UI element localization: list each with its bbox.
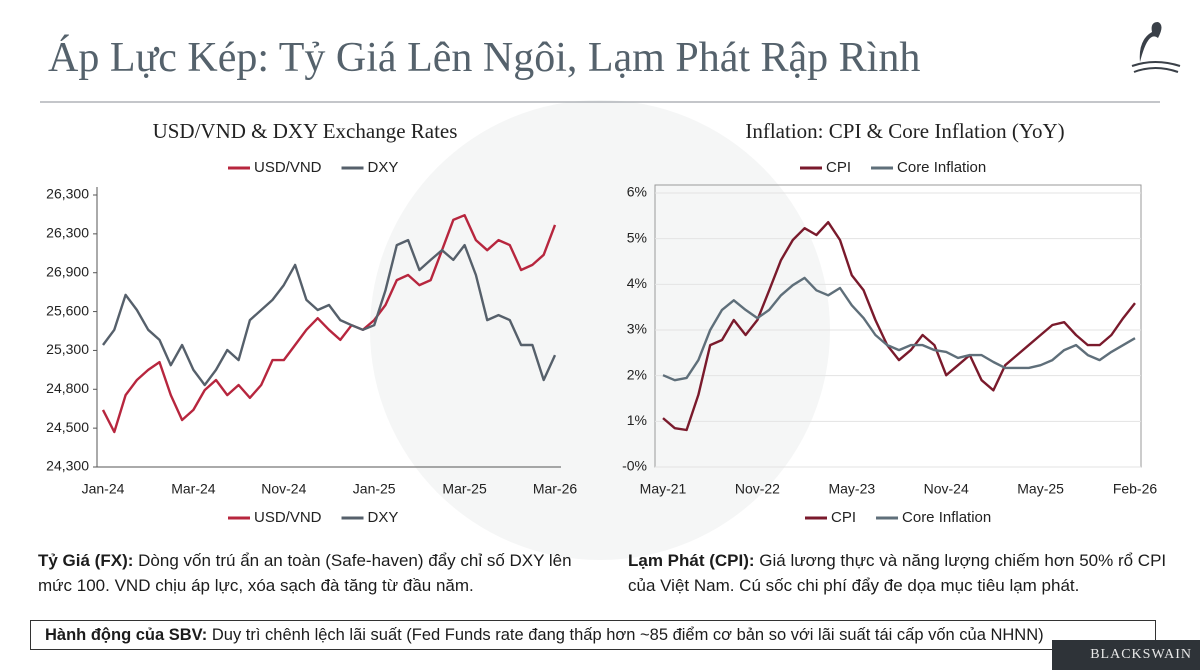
legend-label: USD/VND: [254, 159, 322, 176]
y-tick-label: 24,500: [46, 419, 89, 435]
x-tick-label: Nov-24: [924, 481, 969, 497]
chart-title: Inflation: CPI & Core Inflation (YoY): [745, 119, 1064, 143]
note: Tỷ Giá (FX): Dòng vốn trú ẩn an toàn (Sa…: [38, 548, 598, 598]
series-line: [662, 276, 1136, 382]
x-tick-label: Mar-25: [442, 481, 487, 497]
note: Lạm Phát (CPI): Giá lương thực và năng l…: [628, 548, 1188, 598]
x-tick-label: Nov-24: [261, 481, 306, 497]
x-tick-label: May-23: [828, 481, 875, 497]
x-tick-label: May-21: [640, 481, 687, 497]
legend-label: Core Inflation: [902, 509, 991, 526]
series-line: [662, 221, 1136, 432]
legend-label: DXY: [368, 159, 399, 176]
y-tick-label: 24,300: [46, 458, 89, 474]
y-tick-label: 25,300: [46, 341, 89, 357]
y-tick-label: 24,800: [46, 380, 89, 396]
legend-label: CPI: [826, 159, 851, 176]
y-tick-label: 26,300: [46, 225, 89, 241]
y-tick-label: 3%: [627, 321, 647, 337]
note-lead: Tỷ Giá (FX):: [38, 551, 134, 570]
series-line: [102, 238, 557, 387]
footer-lead: Hành động của SBV:: [45, 626, 208, 644]
note-text: Dòng vốn trú ẩn an toàn (Safe-haven) đẩy…: [38, 551, 572, 595]
x-tick-label: Jan-24: [82, 481, 125, 497]
series-line: [101, 214, 557, 434]
y-tick-label: -0%: [622, 458, 647, 474]
x-tick-label: Mar-26: [533, 481, 578, 497]
y-tick-label: 6%: [627, 184, 647, 200]
brand: BLACKSWAIN: [1052, 640, 1200, 670]
note-text: Giá lương thực và năng lượng chiếm hơn 5…: [628, 551, 1167, 595]
slide-title: Áp Lực Kép: Tỷ Giá Lên Ngôi, Lạm Phát Rậ…: [48, 35, 921, 81]
chart-title: USD/VND & DXY Exchange Rates: [153, 119, 458, 143]
y-tick-label: 25,600: [46, 302, 89, 318]
x-tick-label: May-25: [1017, 481, 1064, 497]
legend-label: Core Inflation: [897, 159, 986, 176]
x-tick-label: Nov-22: [735, 481, 780, 497]
legend-label: CPI: [831, 509, 856, 526]
x-tick-label: Feb-26: [1113, 481, 1158, 497]
legend-label: USD/VND: [254, 509, 322, 526]
y-tick-label: 4%: [627, 275, 647, 291]
y-tick-label: 26,900: [46, 263, 89, 279]
watermark: [370, 100, 830, 560]
footer-text: Duy trì chênh lệch lãi suất (Fed Funds r…: [211, 626, 1044, 644]
y-tick-label: 1%: [627, 412, 647, 428]
note-lead: Lạm Phát (CPI):: [628, 551, 755, 570]
x-tick-label: Mar-24: [171, 481, 216, 497]
y-tick-label: 2%: [627, 366, 647, 382]
legend-label: DXY: [368, 509, 399, 526]
y-tick-label: 5%: [627, 229, 647, 245]
y-tick-label: 26,300: [46, 186, 89, 202]
footer: Hành động của SBV: Duy trì chênh lệch lã…: [30, 620, 1156, 650]
logo: [1125, 20, 1185, 80]
x-tick-label: Jan-25: [353, 481, 396, 497]
